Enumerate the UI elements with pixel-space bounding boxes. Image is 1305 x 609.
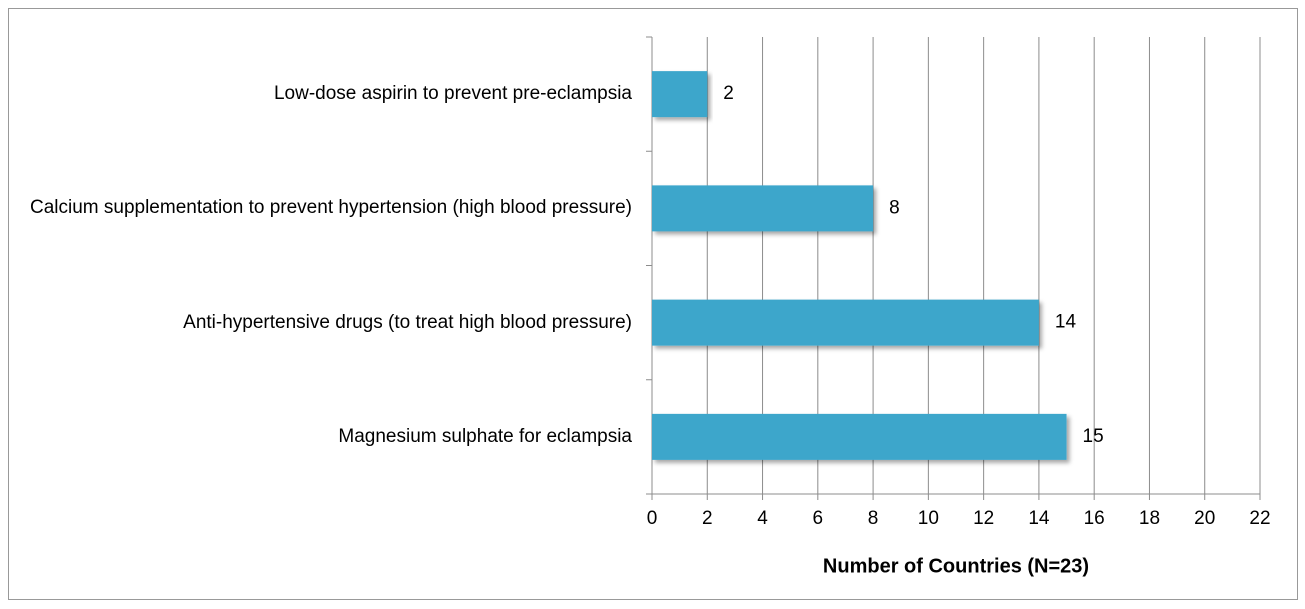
data-label: 2 <box>723 83 734 104</box>
x-tick-label: 0 <box>647 508 658 529</box>
x-tick-label: 6 <box>813 508 824 529</box>
y-tick-label: Magnesium sulphate for eclampsia <box>338 425 632 447</box>
bar <box>652 185 874 232</box>
x-tick-label: 20 <box>1194 508 1215 529</box>
y-tick-label: Low-dose aspirin to prevent pre-eclampsi… <box>273 83 632 105</box>
bar <box>652 299 1039 346</box>
y-tick-label: Calcium supplementation to prevent hyper… <box>29 197 632 219</box>
data-label: 14 <box>1055 312 1077 333</box>
x-tick-label: 18 <box>1139 508 1160 529</box>
x-tick-label: 12 <box>973 508 994 529</box>
y-tick-label: Anti-hypertensive drugs (to treat high b… <box>183 311 632 333</box>
bar <box>652 71 708 118</box>
x-tick-label: 8 <box>868 508 879 529</box>
x-tick-label: 14 <box>1028 508 1050 529</box>
x-tick-label: 22 <box>1249 508 1270 529</box>
bar <box>652 413 1067 460</box>
x-tick-label: 16 <box>1084 508 1105 529</box>
x-tick-label: 10 <box>918 508 939 529</box>
x-tick-label: 4 <box>757 508 768 529</box>
x-tick-label: 2 <box>702 508 713 529</box>
x-axis-label: Number of Countries (N=23) <box>823 555 1089 577</box>
data-label: 8 <box>889 197 900 218</box>
data-label: 15 <box>1083 426 1104 447</box>
